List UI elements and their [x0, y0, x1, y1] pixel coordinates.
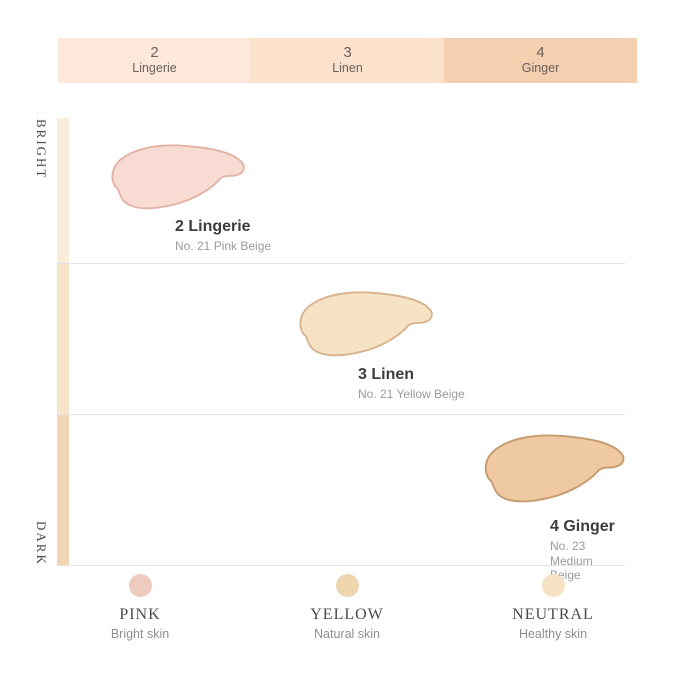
- axis-label-dark: DARK: [34, 521, 49, 566]
- legend-item-pink: PINK Bright skin: [70, 574, 210, 641]
- legend-name: NEUTRAL: [512, 606, 594, 623]
- swatch-label: 2 Lingerie No. 21 Pink Beige: [175, 218, 271, 254]
- legend-description: Healthy skin: [518, 627, 588, 641]
- swatch-subtitle: No. 21 Yellow Beige: [358, 387, 465, 402]
- swatch-label: 4 Ginger No. 23 Medium Beige: [550, 518, 625, 583]
- shade-segment-linen: 3 Linen: [251, 38, 444, 83]
- smear-shape: [111, 144, 245, 210]
- legend-name: PINK: [119, 606, 161, 623]
- pink-swatch-dot: [128, 574, 152, 597]
- swatch-smear-ginger: [484, 434, 625, 503]
- shade-segment-lingerie: 2 Lingerie: [58, 38, 251, 83]
- shade-segment-ginger: 4 Ginger: [444, 38, 637, 83]
- axis-segment-bright: [57, 118, 69, 264]
- shade-name: Ginger: [521, 61, 560, 75]
- legend-name: YELLOW: [310, 606, 384, 623]
- axis-segment-medium: [57, 264, 69, 415]
- smear-shape: [484, 434, 625, 503]
- neutral-swatch-dot: [541, 574, 565, 597]
- swatch-subtitle: No. 23 Medium Beige: [550, 539, 593, 583]
- smear-shape: [299, 291, 433, 357]
- swatch-smear-linen: [299, 291, 433, 357]
- shade-name: Linen: [332, 61, 363, 75]
- yellow-swatch-dot: [335, 574, 359, 597]
- shade-name: Lingerie: [132, 61, 177, 75]
- undertone-legend: PINK Bright skin YELLOW Natural skin NEU…: [0, 574, 679, 644]
- legend-item-yellow: YELLOW Natural skin: [277, 574, 417, 641]
- shade-rows: 2 Lingerie No. 21 Pink Beige 3 Linen No.…: [57, 118, 625, 582]
- shade-row-linen: 3 Linen No. 21 Yellow Beige: [57, 264, 625, 415]
- shade-number: 4: [536, 44, 545, 61]
- legend-description: Natural skin: [314, 627, 380, 641]
- swatch-smear-lingerie: [111, 144, 245, 210]
- swatch-label: 3 Linen No. 21 Yellow Beige: [358, 366, 465, 402]
- shade-number: 2: [150, 44, 159, 61]
- shade-bar: 2 Lingerie 3 Linen 4 Ginger: [58, 38, 637, 83]
- swatch-subtitle: No. 21 Pink Beige: [175, 239, 272, 254]
- shade-row-lingerie: 2 Lingerie No. 21 Pink Beige: [57, 118, 625, 264]
- brightness-axis-bar: [57, 118, 69, 566]
- swatch-title: 4 Ginger: [550, 518, 615, 535]
- axis-segment-dark: [57, 415, 69, 566]
- shade-row-ginger: 4 Ginger No. 23 Medium Beige: [57, 415, 625, 582]
- swatch-title: 2 Lingerie: [175, 218, 251, 235]
- shade-number: 3: [343, 44, 352, 61]
- axis-label-bright: BRIGHT: [34, 119, 49, 180]
- legend-description: Bright skin: [110, 627, 170, 641]
- swatch-title: 3 Linen: [358, 366, 415, 383]
- legend-item-neutral: NEUTRAL Healthy skin: [483, 574, 623, 641]
